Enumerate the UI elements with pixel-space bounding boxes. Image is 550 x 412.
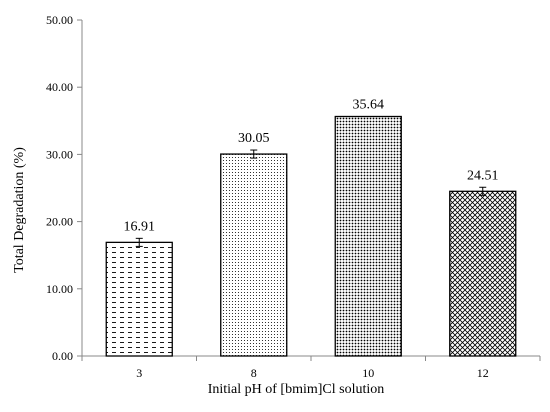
x-tick-label: 10 — [362, 366, 374, 380]
y-tick-label: 40.00 — [46, 80, 73, 94]
bar-3 — [105, 241, 173, 357]
data-label-12: 24.51 — [467, 168, 499, 183]
y-tick-label: 10.00 — [46, 282, 73, 296]
y-tick-label: 0.00 — [52, 349, 73, 363]
data-label-10: 35.64 — [353, 97, 385, 112]
y-tick-label: 30.00 — [46, 147, 73, 161]
y-axis-title: Total Degradation (%) — [12, 147, 27, 273]
x-tick-label: 8 — [251, 366, 257, 380]
bar-10 — [334, 115, 402, 357]
data-label-8: 30.05 — [238, 131, 270, 146]
x-axis-title: Initial pH of [bmim]Cl solution — [208, 382, 385, 397]
y-tick-label: 50.00 — [46, 13, 73, 27]
data-label-3: 16.91 — [124, 219, 156, 234]
bar-12 — [449, 190, 517, 357]
x-tick-label: 12 — [477, 366, 489, 380]
bar-8 — [220, 153, 288, 357]
x-tick-label: 3 — [136, 366, 142, 380]
y-tick-label: 20.00 — [46, 215, 73, 229]
